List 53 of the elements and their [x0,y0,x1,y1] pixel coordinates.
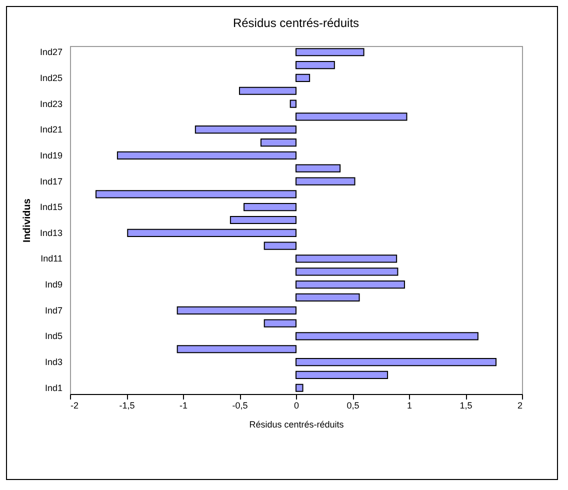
bar [296,268,398,276]
bar [176,306,296,314]
y-tick-label: Ind23 [40,98,62,109]
bar [296,177,356,186]
bar [296,370,388,380]
bar [230,216,296,224]
bar [296,332,478,340]
bar [290,100,296,108]
bar [260,138,296,147]
bar [176,345,296,354]
y-tick-label: Ind9 [44,280,62,290]
y-tick-label: Ind3 [44,357,62,368]
x-tick-label: 0 [294,400,300,410]
x-axis-title: Résidus centrés-réduits [249,420,344,430]
bar [296,164,341,172]
x-tick-label: -0,5 [232,400,248,410]
bar [296,293,360,302]
x-tick-label: 2 [517,400,522,410]
bar [194,126,296,134]
y-tick-label: Ind17 [40,176,62,186]
bar [239,86,296,95]
bar [296,254,398,263]
bar [296,280,405,289]
y-tick-label: Ind19 [40,150,62,160]
bar [296,48,364,56]
bar [296,358,497,366]
y-tick-label: Ind15 [40,202,62,212]
y-tick-label: Ind1 [44,382,62,393]
x-tick-label: -1 [179,400,188,410]
x-tick-label: 1 [406,400,412,410]
y-tick-label: Ind13 [40,228,62,238]
x-tick-label: 0,5 [346,400,360,410]
y-tick-label: Ind21 [40,124,62,135]
y-tick-label: Ind25 [40,72,62,83]
y-axis-title: Individus [22,198,33,242]
bar [244,203,296,212]
bar [296,112,408,121]
y-tick-label: Ind7 [44,305,62,316]
x-tick-label: 1,5 [460,400,472,410]
bar [264,242,296,250]
y-tick-label: Ind5 [44,331,62,342]
chart-title: Résidus centrés-réduits [232,16,360,30]
bar [127,228,296,237]
bar [296,74,310,82]
bar [296,384,304,392]
bar [116,151,296,160]
bar [264,319,296,328]
y-tick-label: Ind27 [40,47,62,58]
x-tick-label: -2 [70,400,79,410]
y-tick-label: Ind11 [40,254,62,264]
bar [296,60,335,70]
bar [95,190,296,198]
x-tick-label: -1,5 [119,400,135,410]
